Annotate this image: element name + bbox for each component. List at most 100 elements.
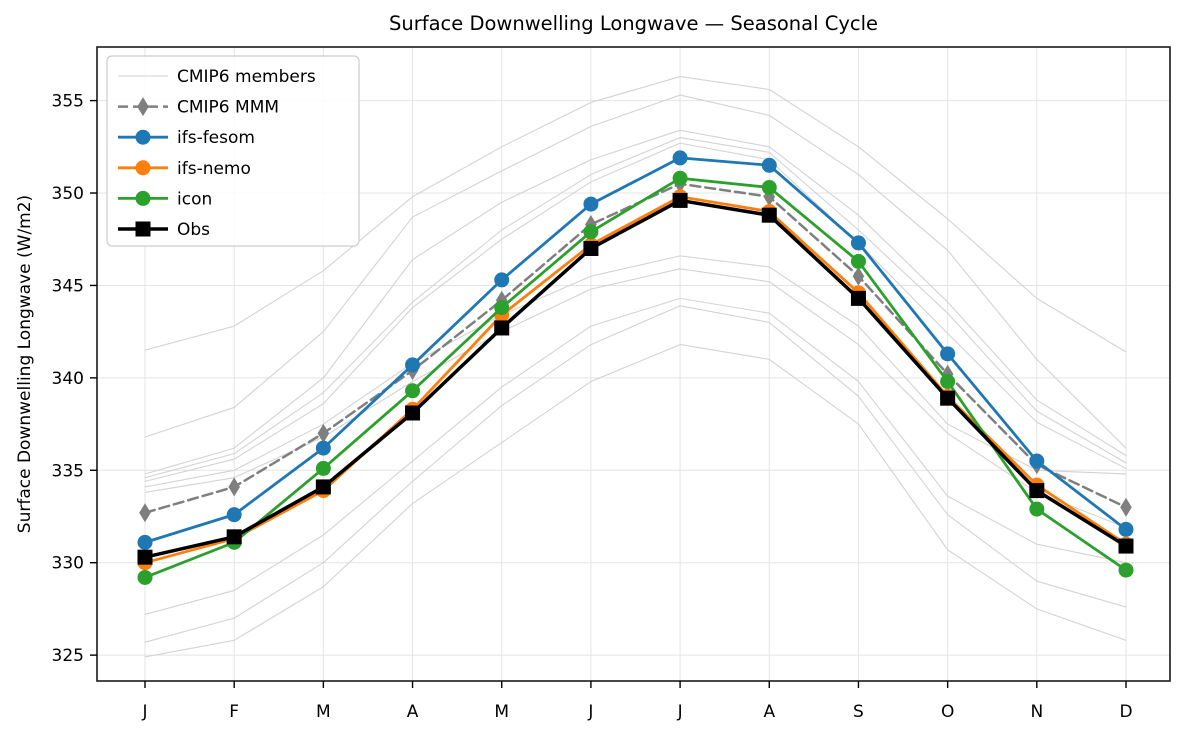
data-point-marker xyxy=(226,529,242,545)
x-tick-label: A xyxy=(407,702,419,722)
data-point-marker xyxy=(940,390,956,406)
y-tick-label: 330 xyxy=(52,554,84,574)
data-point-marker xyxy=(850,290,866,306)
data-point-marker xyxy=(405,357,421,373)
axis-ticks: J F M A M J J A S O N D 325 330 335 340 345 350 355 xyxy=(52,92,1133,722)
series-line xyxy=(143,195,1128,565)
data-point-marker xyxy=(1118,538,1134,554)
cmip6-member-line xyxy=(144,344,1127,658)
data-point-marker xyxy=(672,192,688,208)
legend-label: ifs-nemo xyxy=(177,159,251,179)
cmip6-member-line xyxy=(144,142,1127,482)
legend-label: Obs xyxy=(177,220,210,240)
data-point-marker xyxy=(315,479,331,495)
y-tick-label: 325 xyxy=(52,646,84,666)
data-point-marker xyxy=(852,266,865,286)
series-obs xyxy=(137,192,1134,565)
data-point-marker xyxy=(494,300,510,316)
cmip6-member-line xyxy=(144,255,1127,488)
data-point-marker xyxy=(137,569,153,585)
x-tick-label: M xyxy=(316,702,331,722)
cmip6-member-line xyxy=(144,137,1127,479)
data-point-marker xyxy=(940,374,956,390)
series-icon xyxy=(137,170,1134,585)
data-point-marker xyxy=(1029,501,1045,517)
legend-sample-marker xyxy=(137,97,149,117)
series-line xyxy=(143,156,1128,544)
data-point-marker xyxy=(940,346,956,362)
grid xyxy=(97,47,1170,681)
data-point-marker xyxy=(1118,521,1134,537)
data-point-marker xyxy=(228,477,240,497)
x-tick-label: N xyxy=(1030,702,1043,722)
data-point-marker xyxy=(761,207,777,223)
data-point-marker xyxy=(405,405,421,421)
data-point-marker xyxy=(317,423,330,443)
legend-label: icon xyxy=(177,189,212,209)
legend-sample-marker xyxy=(135,129,151,145)
chart-title: Surface Downwelling Longwave — Seasonal … xyxy=(388,12,879,35)
legend: CMIP6 members CMIP6 MMM ifs-fesom ifs-nemo i… xyxy=(106,55,360,247)
y-tick-label: 350 xyxy=(52,184,84,204)
y-tick-label: 345 xyxy=(52,276,84,296)
axes-spines xyxy=(96,46,1171,682)
legend-label: ifs-fesom xyxy=(177,128,255,148)
cmip6-member-line xyxy=(144,305,1127,643)
data-point-marker xyxy=(315,460,331,476)
legend-label: CMIP6 members xyxy=(177,67,316,87)
data-point-marker xyxy=(226,507,242,523)
x-tick-label: O xyxy=(941,702,954,722)
x-tick-label: S xyxy=(853,702,864,722)
data-point-marker xyxy=(583,196,599,212)
data-point-marker xyxy=(761,157,777,173)
x-tick-label: J xyxy=(141,702,147,722)
legend-entry: ifs-nemo xyxy=(118,159,251,179)
series-line xyxy=(143,198,1128,559)
data-point-marker xyxy=(139,503,151,523)
y-tick-label: 335 xyxy=(52,461,84,481)
x-tick-label: J xyxy=(677,702,683,722)
series-line xyxy=(143,176,1128,579)
data-point-marker xyxy=(672,150,688,166)
data-point-marker xyxy=(494,272,510,288)
cmip6-member-line xyxy=(144,268,1127,529)
cmip6-member-line xyxy=(144,94,1127,449)
cmip6-member-line xyxy=(144,297,1127,616)
data-point-marker xyxy=(1118,562,1134,578)
y-tick-label: 340 xyxy=(52,369,84,389)
data-point-marker xyxy=(850,235,866,251)
x-tick-label: D xyxy=(1119,702,1132,722)
cmip6-members-lines xyxy=(144,76,1127,658)
data-point-marker xyxy=(672,170,688,186)
legend-label: CMIP6 MMM xyxy=(177,98,279,118)
legend-entry: icon xyxy=(118,189,212,209)
cmip6-member-line xyxy=(144,76,1127,353)
data-point-marker xyxy=(583,224,599,240)
legend-entry: ifs-fesom xyxy=(118,128,255,148)
x-tick-label: M xyxy=(494,702,509,722)
legend-box xyxy=(106,55,360,247)
data-point-marker xyxy=(583,240,599,256)
data-point-marker xyxy=(1029,483,1045,499)
cmip6-member-line xyxy=(144,129,1127,475)
legend-sample-marker xyxy=(135,221,151,237)
y-tick-label: 355 xyxy=(52,92,84,112)
legend-entry: CMIP6 MMM xyxy=(118,97,279,118)
y-axis-label: Surface Downwelling Longwave (W/m2) xyxy=(15,194,35,534)
legend-sample-marker xyxy=(135,190,151,206)
data-point-marker xyxy=(405,383,421,399)
data-point-marker xyxy=(137,534,153,550)
data-point-marker xyxy=(137,549,153,565)
data-point-marker xyxy=(494,320,510,336)
series-ifs-fesom xyxy=(137,150,1134,550)
data-point-marker xyxy=(850,253,866,269)
data-point-marker xyxy=(1120,497,1132,517)
legend-entry: Obs xyxy=(118,220,210,240)
data-point-marker xyxy=(1029,453,1045,469)
legend-sample-marker xyxy=(135,160,151,176)
x-tick-label: J xyxy=(587,702,593,722)
x-tick-label: A xyxy=(763,702,775,722)
data-point-marker xyxy=(761,179,777,195)
